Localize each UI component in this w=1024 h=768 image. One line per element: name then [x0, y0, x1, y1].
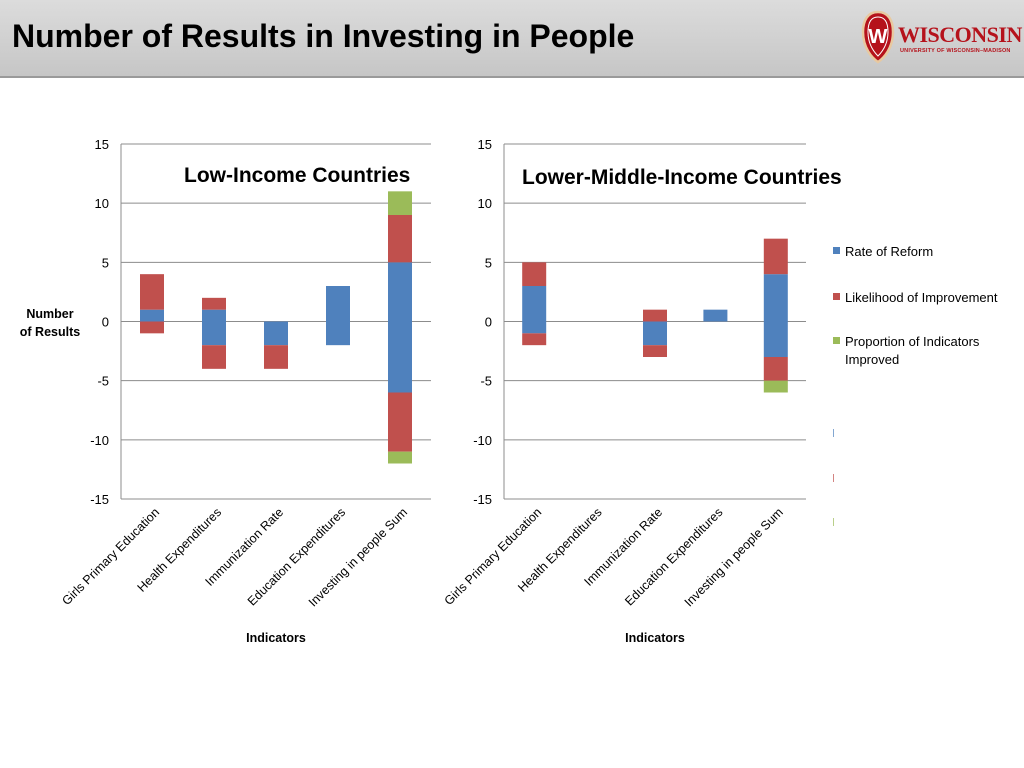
bar-segment-likelihood — [202, 297, 226, 310]
y-tick-label: -10 — [90, 433, 109, 448]
bar-segment-likelihood — [522, 333, 547, 346]
legend-marker — [833, 474, 834, 482]
bar-segment-likelihood — [264, 345, 288, 369]
bar-segment-rate — [643, 321, 667, 346]
bar-segment-rate — [264, 321, 288, 346]
y-tick-label: 5 — [102, 255, 109, 270]
chart-title: Lower-Middle-Income Countries — [522, 166, 842, 189]
x-tick-label: Education Expenditures — [622, 505, 725, 608]
university-logo: W WISCONSIN UNIVERSITY OF WISCONSIN–MADI… — [860, 10, 1022, 66]
bar-segment-rate — [140, 309, 164, 322]
bar-segment-rate — [522, 321, 547, 334]
y-axis-label: Number — [26, 307, 73, 321]
bar-segment-rate — [763, 274, 788, 322]
legend-swatch — [833, 293, 840, 300]
y-tick-label: -15 — [90, 492, 109, 507]
bar-segment-rate — [388, 262, 412, 322]
chart-title: Low-Income Countries — [184, 164, 410, 187]
bar-segment-likelihood — [522, 262, 547, 286]
crest-icon: W — [861, 10, 895, 64]
x-tick-label: Investing in people Sum — [682, 505, 786, 609]
bar-segment-likelihood — [388, 392, 412, 452]
bar-segment-likelihood — [643, 309, 667, 322]
bar-segment-likelihood — [140, 321, 164, 334]
y-tick-label: 0 — [485, 315, 492, 330]
legend-swatch — [833, 247, 840, 254]
bar-segment-proportion — [388, 191, 412, 215]
bar-segment-rate — [326, 286, 350, 322]
bar-segment-rate — [202, 321, 226, 346]
bar-segment-likelihood — [763, 357, 788, 381]
legend-marker — [833, 518, 834, 526]
legend-swatch — [833, 337, 840, 344]
legend-label: Likelihood of Improvement — [845, 290, 998, 305]
x-tick-label: Girls Primary Education — [442, 505, 545, 608]
y-tick-label: -5 — [97, 374, 109, 389]
slide-title: Number of Results in Investing in People — [12, 18, 635, 54]
logo-subtitle: UNIVERSITY OF WISCONSIN–MADISON — [900, 48, 1011, 54]
legend-label: Proportion of Indicators — [845, 334, 980, 349]
bar-segment-proportion — [763, 380, 788, 393]
bar-segment-likelihood — [202, 345, 226, 369]
y-tick-label: -5 — [480, 374, 492, 389]
legend-marker — [833, 429, 834, 437]
x-axis-label: Indicators — [625, 631, 685, 645]
bar-segment-likelihood — [643, 345, 667, 357]
bar-segment-rate — [703, 309, 728, 322]
bar-segment-likelihood — [388, 215, 412, 263]
logo-wordmark: WISCONSIN — [898, 22, 1022, 47]
y-tick-label: 10 — [478, 196, 492, 211]
bar-segment-rate — [388, 321, 412, 393]
bar-segment-proportion — [388, 451, 412, 464]
y-tick-label: 15 — [95, 137, 109, 152]
y-tick-label: 10 — [95, 196, 109, 211]
y-axis-label: of Results — [20, 325, 80, 339]
bar-segment-likelihood — [140, 274, 164, 310]
y-tick-label: 15 — [478, 137, 492, 152]
y-tick-label: 5 — [485, 255, 492, 270]
legend-label: Rate of Reform — [845, 244, 933, 259]
y-tick-label: -15 — [473, 492, 492, 507]
bar-segment-rate — [763, 321, 788, 357]
legend-label: Improved — [845, 352, 899, 367]
x-axis-label: Indicators — [246, 631, 306, 645]
bar-segment-rate — [202, 309, 226, 322]
x-tick-label: Girls Primary Education — [59, 505, 162, 608]
bar-segment-rate — [326, 321, 350, 346]
y-tick-label: -10 — [473, 433, 492, 448]
slide-header: Number of Results in Investing in People… — [0, 0, 1024, 78]
bar-segment-likelihood — [763, 238, 788, 275]
crest-letter: W — [869, 26, 888, 48]
bar-segment-rate — [522, 286, 547, 322]
y-tick-label: 0 — [102, 315, 109, 330]
